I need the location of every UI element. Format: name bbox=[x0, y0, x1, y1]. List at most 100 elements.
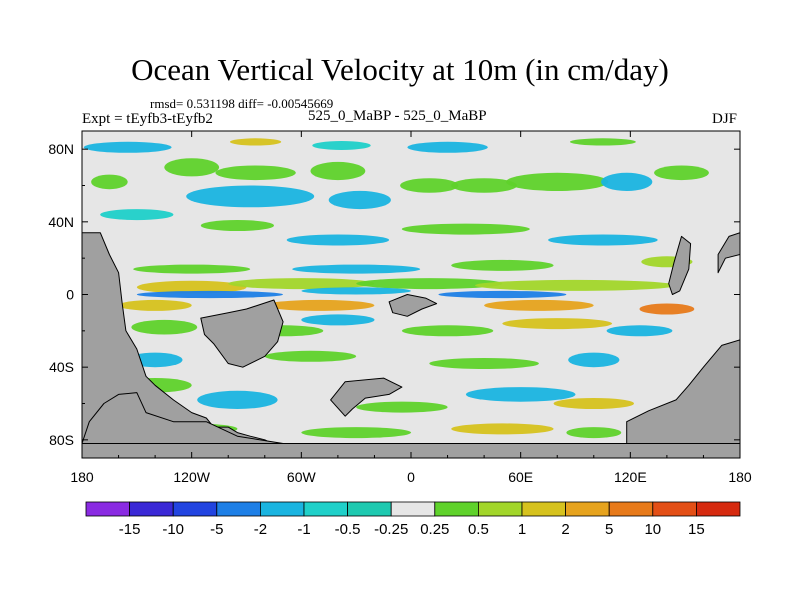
x-tick-label: 60E bbox=[508, 469, 533, 485]
field-patch bbox=[118, 299, 192, 311]
field-patch bbox=[301, 314, 375, 326]
stats-line: rmsd= 0.531198 diff= -0.00545669 bbox=[150, 96, 334, 111]
field-patch bbox=[301, 427, 412, 439]
experiment-label: Expt = tEyfb3-tEyfb2 bbox=[82, 111, 213, 127]
y-tick-label: 80N bbox=[48, 141, 74, 157]
field-patch bbox=[475, 279, 676, 291]
colorbar: -15 -10 -5 -2 -1 -0.5 -0.25 0.25 0.5 1 2 5 10 15 bbox=[85, 501, 741, 538]
field-patch bbox=[186, 185, 315, 208]
x-tick-label: 120E bbox=[614, 469, 647, 485]
field-patch bbox=[502, 318, 612, 330]
field-patch bbox=[200, 220, 274, 231]
colorbar-label: 15 bbox=[688, 521, 705, 538]
colorbar-label: 0.5 bbox=[468, 521, 489, 538]
field-patch bbox=[136, 290, 283, 299]
field-patch bbox=[566, 427, 622, 439]
field-patch bbox=[230, 138, 282, 146]
colorbar-swatch bbox=[521, 501, 566, 517]
colorbar-swatch bbox=[216, 501, 261, 517]
field-patch bbox=[606, 325, 673, 337]
field-patch bbox=[570, 138, 636, 146]
colorbar-swatch bbox=[477, 501, 523, 517]
y-tick-label: 40N bbox=[48, 214, 74, 230]
field-patch bbox=[654, 165, 709, 181]
land-equatorial-island bbox=[388, 294, 438, 317]
colorbar-swatch bbox=[565, 501, 610, 517]
field-patch bbox=[568, 352, 620, 368]
colorbar-label: -0.5 bbox=[335, 521, 361, 538]
y-axis: 80N 40N 0 40S 80S bbox=[48, 141, 740, 448]
x-tick-label: 120W bbox=[173, 469, 210, 485]
land-southern-strip bbox=[82, 443, 740, 458]
colorbar-swatch bbox=[85, 501, 130, 517]
colorbar-swatch bbox=[172, 501, 218, 517]
colorbar-swatch bbox=[434, 501, 479, 517]
colorbar-label: -1 bbox=[297, 521, 310, 538]
x-tick-label: 180 bbox=[70, 469, 94, 485]
land-south-america-like bbox=[200, 299, 284, 368]
field-patch bbox=[451, 259, 554, 271]
field-patch bbox=[228, 278, 375, 290]
land-east-peninsula bbox=[668, 235, 692, 295]
field-patch bbox=[356, 278, 503, 290]
field-patch bbox=[401, 325, 494, 337]
field-patch bbox=[136, 280, 247, 294]
land-east-continent-south bbox=[626, 339, 740, 444]
field-patch bbox=[407, 141, 488, 153]
y-tick-label: 80S bbox=[49, 432, 74, 448]
colorbar-swatch bbox=[259, 501, 305, 517]
field-patch bbox=[484, 299, 594, 311]
velocity-field bbox=[83, 138, 709, 439]
field-patch bbox=[100, 209, 174, 221]
colorbar-swatch bbox=[696, 501, 741, 517]
field-patch bbox=[215, 165, 296, 181]
field-patch bbox=[356, 401, 448, 413]
land-east-continent-north bbox=[717, 232, 740, 274]
colorbar-swatch bbox=[608, 501, 654, 517]
y-tick-label: 40S bbox=[49, 359, 74, 375]
field-patch bbox=[451, 423, 554, 435]
chart-title: Ocean Vertical Velocity at 10m (in cm/da… bbox=[131, 52, 669, 87]
season-label: DJF bbox=[712, 111, 738, 127]
colorbar-label: -5 bbox=[210, 521, 223, 538]
colorbar-label: -2 bbox=[254, 521, 267, 538]
field-patch bbox=[301, 287, 412, 295]
field-patch bbox=[83, 141, 172, 153]
colorbar-label: -10 bbox=[162, 521, 184, 538]
land-mid-south-island bbox=[330, 377, 403, 417]
field-patch bbox=[438, 290, 567, 299]
case-label: 525_0_MaBP - 525_0_MaBP bbox=[308, 108, 487, 124]
colorbar-swatch bbox=[390, 501, 436, 517]
field-patch bbox=[197, 390, 278, 409]
field-patch bbox=[286, 234, 390, 246]
x-tick-label: 180 bbox=[728, 469, 752, 485]
x-tick-label: 60W bbox=[287, 469, 317, 485]
land-west-continent bbox=[82, 232, 273, 444]
colorbar-label: 10 bbox=[644, 521, 661, 538]
colorbar-swatch bbox=[303, 501, 348, 517]
field-patch bbox=[429, 358, 539, 369]
land-mask bbox=[82, 232, 740, 458]
field-patch bbox=[601, 172, 653, 191]
colorbar-label: 0.25 bbox=[420, 521, 449, 538]
y-tick-label: 0 bbox=[66, 287, 74, 303]
field-patch bbox=[451, 178, 517, 193]
field-patch bbox=[400, 178, 459, 193]
field-patch bbox=[164, 158, 220, 177]
field-patch bbox=[264, 350, 357, 362]
colorbar-label: -0.25 bbox=[374, 521, 408, 538]
field-patch bbox=[133, 264, 251, 274]
field-patch bbox=[465, 387, 576, 402]
colorbar-label: -15 bbox=[119, 521, 141, 538]
field-patch bbox=[292, 264, 421, 274]
field-patch bbox=[131, 319, 198, 335]
field-patch bbox=[548, 234, 658, 246]
field-patch bbox=[310, 161, 366, 181]
field-patch bbox=[401, 223, 530, 235]
field-patch bbox=[328, 190, 391, 210]
colorbar-label: 2 bbox=[561, 521, 569, 538]
colorbar-label: 5 bbox=[605, 521, 613, 538]
field-patch bbox=[553, 398, 634, 409]
field-patch bbox=[91, 174, 128, 190]
